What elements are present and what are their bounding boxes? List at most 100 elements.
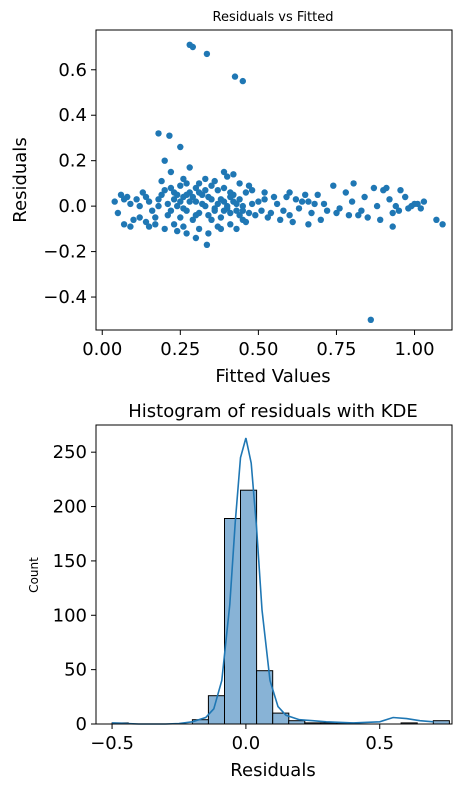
scatter-point bbox=[318, 217, 324, 223]
scatter-point bbox=[397, 187, 403, 193]
scatter-point bbox=[162, 187, 168, 193]
scatter-point bbox=[246, 210, 252, 216]
histogram-bars bbox=[112, 490, 449, 724]
y-tick-label: 0 bbox=[76, 714, 87, 735]
scatter-point bbox=[177, 144, 183, 150]
scatter-point bbox=[137, 203, 143, 209]
scatter-xlabel: Fitted Values bbox=[215, 366, 330, 387]
scatter-point bbox=[249, 187, 255, 193]
scatter-point bbox=[227, 221, 233, 227]
scatter-point bbox=[193, 212, 199, 218]
x-tick-label: 0.0 bbox=[232, 733, 261, 754]
scatter-point bbox=[293, 196, 299, 202]
scatter-point bbox=[252, 212, 258, 218]
scatter-point bbox=[162, 226, 168, 232]
scatter-point bbox=[183, 180, 189, 186]
x-tick-label: 0.00 bbox=[82, 339, 122, 360]
scatter-point bbox=[271, 194, 277, 200]
y-tick-label: −0.4 bbox=[43, 287, 87, 308]
y-tick-label: 50 bbox=[64, 660, 87, 681]
scatter-point bbox=[243, 189, 249, 195]
scatter-point bbox=[190, 44, 196, 50]
scatter-point bbox=[308, 210, 314, 216]
scatter-point bbox=[196, 189, 202, 195]
scatter-point bbox=[204, 242, 210, 248]
scatter-point bbox=[143, 194, 149, 200]
scatter-point bbox=[174, 228, 180, 234]
scatter-point bbox=[321, 201, 327, 207]
scatter-point bbox=[261, 189, 267, 195]
scatter-point bbox=[374, 203, 380, 209]
scatter-point bbox=[155, 196, 161, 202]
scatter-point bbox=[243, 219, 249, 225]
y-tick-label: 0.6 bbox=[58, 60, 87, 81]
scatter-point bbox=[405, 205, 411, 211]
scatter-point bbox=[177, 214, 183, 220]
scatter-point bbox=[286, 212, 292, 218]
scatter-point bbox=[212, 208, 218, 214]
scatter-point bbox=[236, 180, 242, 186]
scatter-point bbox=[393, 203, 399, 209]
scatter-point bbox=[127, 223, 133, 229]
scatter-point bbox=[305, 198, 311, 204]
scatter-point bbox=[205, 194, 211, 200]
scatter-point bbox=[152, 221, 158, 227]
scatter-point bbox=[204, 51, 210, 57]
scatter-point bbox=[365, 214, 371, 220]
scatter-point bbox=[240, 78, 246, 84]
scatter-point bbox=[166, 133, 172, 139]
scatter-point bbox=[371, 185, 377, 191]
scatter-point bbox=[361, 194, 367, 200]
y-tick-label: 0.4 bbox=[58, 105, 87, 126]
scatter-point bbox=[187, 164, 193, 170]
histogram-frame bbox=[96, 425, 452, 724]
scatter-point bbox=[377, 217, 383, 223]
scatter-point bbox=[199, 201, 205, 207]
scatter-point bbox=[350, 180, 356, 186]
scatter-point bbox=[162, 158, 168, 164]
y-tick-label: 0.2 bbox=[58, 151, 87, 172]
scatter-point bbox=[232, 73, 238, 79]
y-tick-label: 250 bbox=[53, 442, 87, 463]
scatter-x-axis: 0.00 0.25 0.50 0.75 1.00 bbox=[82, 330, 434, 360]
scatter-point bbox=[193, 235, 199, 241]
scatter-point bbox=[152, 214, 158, 220]
histogram-bar bbox=[241, 490, 257, 724]
scatter-point bbox=[311, 201, 317, 207]
scatter-point bbox=[221, 185, 227, 191]
histogram-chart: Histogram of residuals with KDE −0.5 0.0 0… bbox=[27, 401, 452, 781]
scatter-point bbox=[268, 210, 274, 216]
scatter-point bbox=[130, 217, 136, 223]
scatter-point bbox=[274, 201, 280, 207]
scatter-point bbox=[249, 201, 255, 207]
scatter-point bbox=[221, 208, 227, 214]
histogram-ylabel: Count bbox=[27, 557, 41, 593]
scatter-point bbox=[155, 130, 161, 136]
scatter-point bbox=[418, 205, 424, 211]
x-tick-label: 1.00 bbox=[394, 339, 434, 360]
scatter-point bbox=[433, 217, 439, 223]
x-tick-label: −0.5 bbox=[90, 733, 134, 754]
scatter-point bbox=[296, 205, 302, 211]
scatter-point bbox=[215, 187, 221, 193]
scatter-point bbox=[233, 201, 239, 207]
scatter-point bbox=[165, 201, 171, 207]
scatter-point bbox=[112, 198, 118, 204]
scatter-point bbox=[215, 201, 221, 207]
scatter-point bbox=[402, 194, 408, 200]
scatter-point bbox=[212, 178, 218, 184]
scatter-point bbox=[218, 214, 224, 220]
scatter-point bbox=[333, 210, 339, 216]
x-tick-label: 0.75 bbox=[316, 339, 356, 360]
scatter-point bbox=[240, 208, 246, 214]
scatter-point bbox=[168, 208, 174, 214]
scatter-point bbox=[177, 183, 183, 189]
scatter-point bbox=[280, 208, 286, 214]
y-tick-label: 200 bbox=[53, 497, 87, 518]
scatter-point bbox=[149, 208, 155, 214]
x-tick-label: 0.50 bbox=[238, 339, 278, 360]
scatter-point bbox=[171, 221, 177, 227]
scatter-title: Residuals vs Fitted bbox=[213, 10, 334, 25]
